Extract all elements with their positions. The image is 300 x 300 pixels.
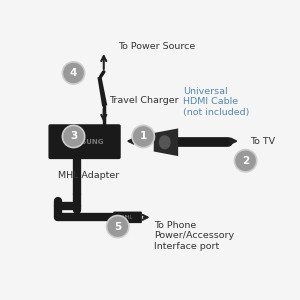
Text: 1: 1 — [140, 131, 147, 142]
Text: Universal
HDMI Cable
(not included): Universal HDMI Cable (not included) — [183, 87, 249, 117]
Text: To Power Source: To Power Source — [118, 42, 195, 51]
Text: To Phone
Power/Accessory
Interface port: To Phone Power/Accessory Interface port — [154, 221, 234, 251]
Polygon shape — [154, 128, 178, 156]
Text: Travel Charger: Travel Charger — [110, 96, 179, 105]
Circle shape — [132, 125, 154, 148]
FancyBboxPatch shape — [48, 124, 121, 159]
Text: To TV: To TV — [250, 136, 275, 146]
FancyBboxPatch shape — [113, 212, 142, 223]
Ellipse shape — [160, 136, 170, 148]
Text: 5: 5 — [114, 222, 121, 232]
Circle shape — [234, 150, 257, 172]
Circle shape — [62, 62, 85, 84]
Text: SAMSUNG: SAMSUNG — [65, 139, 104, 145]
Circle shape — [106, 215, 129, 238]
Text: MHL Adapter: MHL Adapter — [58, 171, 119, 180]
Polygon shape — [98, 76, 107, 106]
Text: MHL: MHL — [122, 215, 133, 220]
Text: 4: 4 — [70, 68, 77, 78]
Circle shape — [62, 125, 85, 148]
Text: 3: 3 — [70, 131, 77, 142]
Text: 2: 2 — [242, 156, 249, 166]
